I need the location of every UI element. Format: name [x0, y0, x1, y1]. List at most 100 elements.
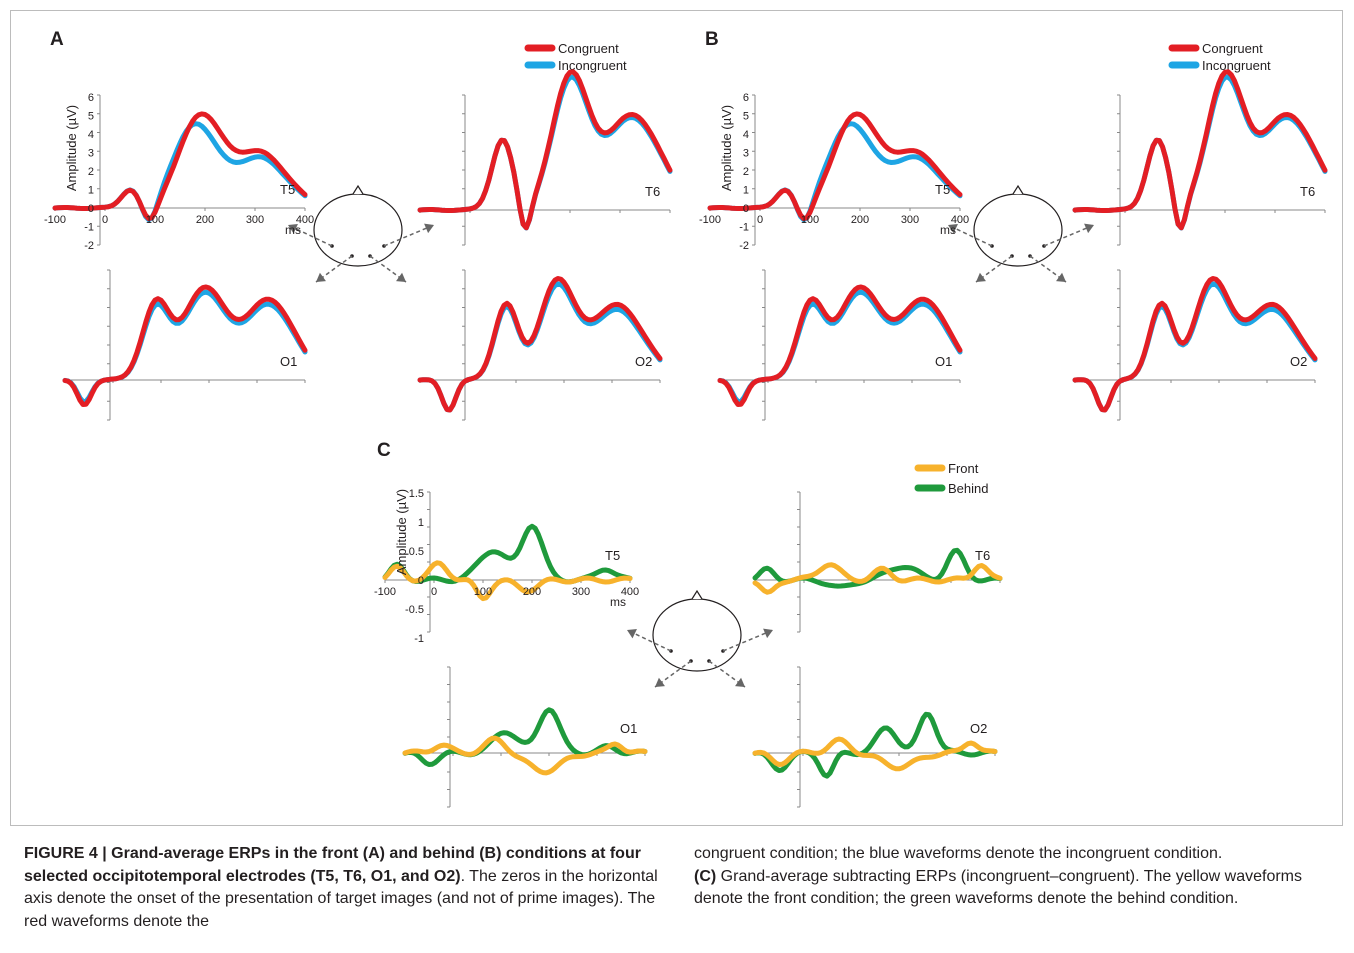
trace-behind — [752, 711, 998, 779]
figure-caption-right: congruent condition; the blue waveforms … — [694, 843, 1334, 911]
electrode-label: T5 — [280, 182, 295, 197]
x-tick-label: 200 — [523, 586, 541, 598]
x-tick-label: 0 — [102, 214, 108, 226]
arrow-line — [383, 224, 435, 247]
arrow-head-icon — [627, 629, 637, 639]
electrode-label: T6 — [1300, 184, 1315, 199]
figure-caption-text-3: Grand-average subtracting ERPs (incongru… — [694, 867, 1302, 908]
arrow-head-icon — [1084, 223, 1094, 234]
x-tick-label: 100 — [146, 214, 164, 226]
nose-icon — [691, 589, 703, 600]
figure-caption-text-1: . The zeros in the horizontal axis denot… — [24, 867, 658, 930]
x-unit-label: ms — [940, 223, 956, 237]
x-tick-label: -100 — [699, 214, 721, 226]
y-tick-label: 6 — [743, 92, 749, 104]
arrow-head-icon — [1056, 272, 1066, 282]
figure-caption-label: FIGURE 4 | Grand-average ERPs in the fro… — [24, 845, 641, 885]
y-tick-label: 5 — [88, 111, 94, 123]
arrow-head-icon — [396, 272, 406, 282]
trace-incongruent — [62, 289, 308, 405]
panel-b: B Congruent Incongruent T5 6 5 4 3 2 1 0 -1 -2 -100 0 1… — [699, 29, 1328, 421]
y-tick-label: 1 — [418, 517, 424, 529]
x-tick-label: -100 — [374, 586, 396, 598]
x-unit-label: ms — [285, 223, 301, 237]
legend-label: Congruent — [558, 41, 619, 56]
trace-congruent — [1072, 276, 1318, 413]
x-tick-label: -100 — [44, 214, 66, 226]
trace-front — [752, 562, 1003, 595]
arrow-head-icon — [424, 223, 434, 234]
y-tick-label: 4 — [88, 129, 94, 141]
trace-congruent — [417, 276, 663, 413]
y-tick-label: -1 — [84, 222, 94, 234]
y-tick-label: 1 — [88, 185, 94, 197]
y-tick-label: 3 — [88, 148, 94, 160]
subplot-o2: O2 — [417, 269, 663, 421]
panel-letter: C — [377, 440, 391, 461]
electrode-label: T6 — [645, 184, 660, 199]
arrow-line — [287, 224, 333, 247]
subplot-o1: O1 — [402, 666, 648, 808]
x-tick-label: 100 — [801, 214, 819, 226]
y-tick-label: 1 — [743, 185, 749, 197]
x-tick-label: 300 — [246, 214, 264, 226]
trace-congruent — [417, 69, 673, 231]
x-tick-label: 400 — [951, 214, 969, 226]
arrow-line — [626, 629, 672, 652]
electrode-label: O2 — [970, 721, 987, 736]
electrode-label: O1 — [280, 354, 297, 369]
trace-congruent — [52, 111, 308, 222]
y-tick-label: 6 — [88, 92, 94, 104]
trace-congruent — [1072, 69, 1328, 231]
trace-behind — [402, 707, 648, 767]
y-tick-label: 0 — [88, 203, 94, 215]
subplot-o2: O2 — [752, 666, 998, 808]
subplot-t6: T6 — [1072, 69, 1328, 246]
electrode-label: O2 — [635, 354, 652, 369]
trace-congruent — [717, 284, 963, 407]
y-axis-label: Amplitude (µV) — [64, 105, 79, 191]
subplot-o2: O2 — [1072, 269, 1318, 421]
legend-label: Incongruent — [558, 58, 627, 73]
legend-label: Congruent — [1202, 41, 1263, 56]
x-tick-label: 300 — [901, 214, 919, 226]
electrode-label: T6 — [975, 548, 990, 563]
y-tick-label: 4 — [743, 129, 749, 141]
y-tick-label: 0 — [743, 203, 749, 215]
subplot-t6: T6 — [752, 491, 1003, 633]
y-tick-label: 2 — [88, 166, 94, 178]
y-tick-label: -2 — [84, 240, 94, 252]
arrow-line — [1043, 224, 1095, 247]
subplot-t6: T6 — [417, 69, 673, 246]
y-tick-label: 1.5 — [409, 488, 424, 500]
head-outline — [973, 193, 1063, 267]
y-tick-label: 3 — [743, 148, 749, 160]
panel-a: A Congruent Incongruent T5 6 5 4 3 2 1 0 -1 -2 -100 0 1… — [44, 29, 673, 421]
y-tick-label: -0.5 — [405, 604, 424, 616]
arrow-line — [722, 629, 774, 652]
arrow-head-icon — [316, 272, 326, 282]
arrow-head-icon — [735, 677, 745, 687]
y-tick-label: 2 — [743, 166, 749, 178]
arrow-head-icon — [763, 628, 773, 639]
legend-label: Incongruent — [1202, 58, 1271, 73]
y-tick-label: -1 — [739, 222, 749, 234]
legend-label: Behind — [948, 481, 988, 496]
electrode-label: O2 — [1290, 354, 1307, 369]
x-unit-label: ms — [610, 595, 626, 609]
x-tick-label: 100 — [474, 586, 492, 598]
trace-front — [402, 735, 648, 776]
y-tick-label: 0 — [418, 575, 424, 587]
trace-incongruent — [717, 289, 963, 405]
arrow-line — [947, 224, 993, 247]
figure-caption-left: FIGURE 4 | Grand-average ERPs in the fro… — [24, 843, 674, 933]
head-outline — [313, 193, 403, 267]
trace-congruent — [707, 111, 963, 222]
arrow-head-icon — [976, 272, 986, 282]
nose-icon — [1012, 184, 1024, 195]
x-tick-label: 0 — [431, 586, 437, 598]
arrow-head-icon — [288, 224, 298, 234]
